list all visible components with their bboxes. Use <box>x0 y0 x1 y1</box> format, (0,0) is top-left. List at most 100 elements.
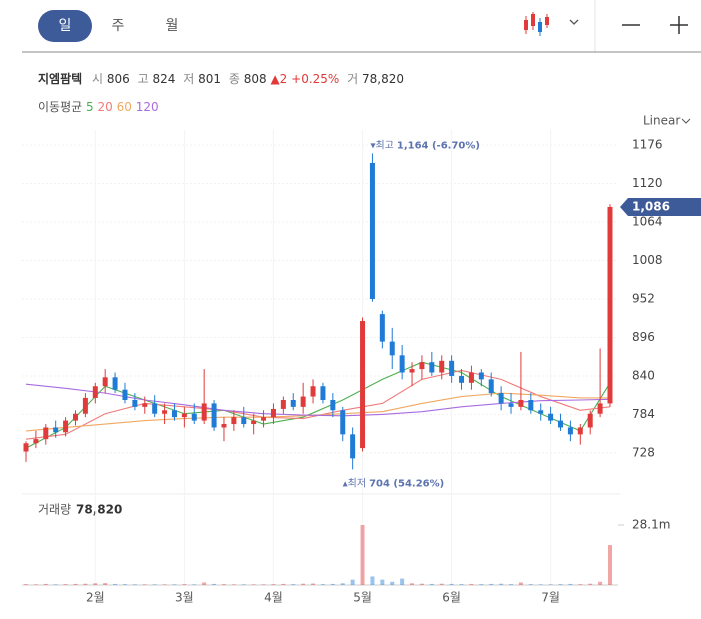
volume-bar <box>548 584 553 585</box>
volume-bar <box>212 583 217 585</box>
last-price-tag <box>620 197 701 216</box>
info-value: 78,820 <box>362 72 404 86</box>
candle-body <box>538 410 544 414</box>
candle-body <box>468 372 474 383</box>
volume-bar <box>271 584 276 585</box>
candle-body <box>429 362 435 373</box>
volume-bar <box>350 579 355 585</box>
y-tick-label: 1008 <box>632 253 663 267</box>
volume-bar <box>73 583 78 585</box>
ma-legend-item: 20 <box>97 100 112 114</box>
candle-body <box>132 399 138 407</box>
info-value: 808 <box>244 72 267 86</box>
x-tick-label: 3월 <box>175 591 194 605</box>
candle-body <box>350 434 356 459</box>
candle-body <box>310 386 316 397</box>
last-price-label: 1,086 <box>632 199 670 213</box>
info-label: 종 <box>229 72 240 86</box>
low-annotation: ▴최저 704 (54.26%) <box>343 477 445 489</box>
candle-body <box>399 355 405 373</box>
candle-body <box>171 410 177 418</box>
candle-body <box>558 420 564 428</box>
volume-bar <box>588 583 593 585</box>
scale-mode[interactable]: Linear <box>643 114 680 128</box>
volume-bar <box>113 583 118 585</box>
volume-bar <box>410 583 415 585</box>
scale-chevron[interactable] <box>681 118 691 124</box>
volume-title: 거래량 <box>38 503 71 517</box>
info-value: 801 <box>198 72 221 86</box>
zoom-in[interactable] <box>670 16 688 34</box>
volume-bar <box>509 584 514 585</box>
candle-body <box>122 389 128 400</box>
volume-bar <box>291 584 296 585</box>
y-tick-label: 784 <box>632 407 655 421</box>
tab[interactable]: 일 <box>59 18 72 34</box>
volume-bar <box>538 584 543 585</box>
annotation-label: 최저 <box>348 477 366 489</box>
candle-body <box>478 372 484 380</box>
candle-body <box>231 417 237 425</box>
candle-body <box>72 413 78 421</box>
candle-body <box>389 341 395 356</box>
volume-bar <box>469 583 474 585</box>
candle-body <box>607 206 613 404</box>
volume-bar <box>518 582 523 585</box>
candle-body <box>419 362 425 370</box>
volume-bar <box>122 584 127 585</box>
candle-body <box>63 420 69 433</box>
tab[interactable]: 월 <box>166 18 179 34</box>
candle-body <box>53 427 59 433</box>
candle-body <box>181 413 187 418</box>
x-tick-label: 2월 <box>86 591 105 605</box>
volume-bar <box>33 584 38 585</box>
volume-bar <box>231 584 236 585</box>
candle-body <box>152 403 158 414</box>
info-label: 고 <box>138 72 149 86</box>
volume-bar <box>132 584 137 585</box>
volume-bar <box>162 584 167 585</box>
y-tick-label: 896 <box>632 330 655 344</box>
ma-legend-item: 5 <box>86 100 94 114</box>
info-label: 저 <box>183 72 194 86</box>
candle-body <box>251 420 257 425</box>
candle-body <box>112 377 118 390</box>
candle-body <box>518 399 524 407</box>
volume-bar <box>301 583 306 585</box>
y-tick-label: 840 <box>632 368 655 382</box>
tab[interactable]: 주 <box>112 18 125 34</box>
volume-bar <box>241 584 246 585</box>
candle-body <box>162 410 168 414</box>
chart-type-button[interactable] <box>524 12 579 36</box>
annotation-detail: 1,164 (-6.70%) <box>397 140 480 151</box>
candle-body <box>261 417 267 421</box>
volume-bar <box>103 583 108 585</box>
volume-bar <box>419 583 424 585</box>
tab-active[interactable] <box>38 10 92 42</box>
info-value: 806 <box>107 72 130 86</box>
volume-bar <box>459 584 464 585</box>
candle-body <box>340 410 346 435</box>
volume-bar <box>400 578 405 585</box>
volume-bar <box>63 584 68 585</box>
candle-body <box>82 397 88 414</box>
volume-bar <box>360 525 365 585</box>
volume-bar <box>142 584 147 585</box>
y-tick-label: 1064 <box>632 215 663 229</box>
candle-body <box>379 314 385 342</box>
volume-bar <box>172 584 177 585</box>
volume-bar <box>43 583 48 585</box>
volume-bar <box>370 576 375 585</box>
candle-body <box>320 386 326 400</box>
volume-bar <box>578 584 583 585</box>
candle-body <box>102 377 108 387</box>
annotation-label: 최고 <box>375 139 393 151</box>
volume-bar <box>320 584 325 585</box>
ma-legend-item: 60 <box>117 100 132 114</box>
candle-body <box>191 413 197 421</box>
volume-bar <box>558 584 563 585</box>
candle-body <box>142 403 148 407</box>
volume-bar <box>479 584 484 585</box>
candle-body <box>528 399 534 411</box>
